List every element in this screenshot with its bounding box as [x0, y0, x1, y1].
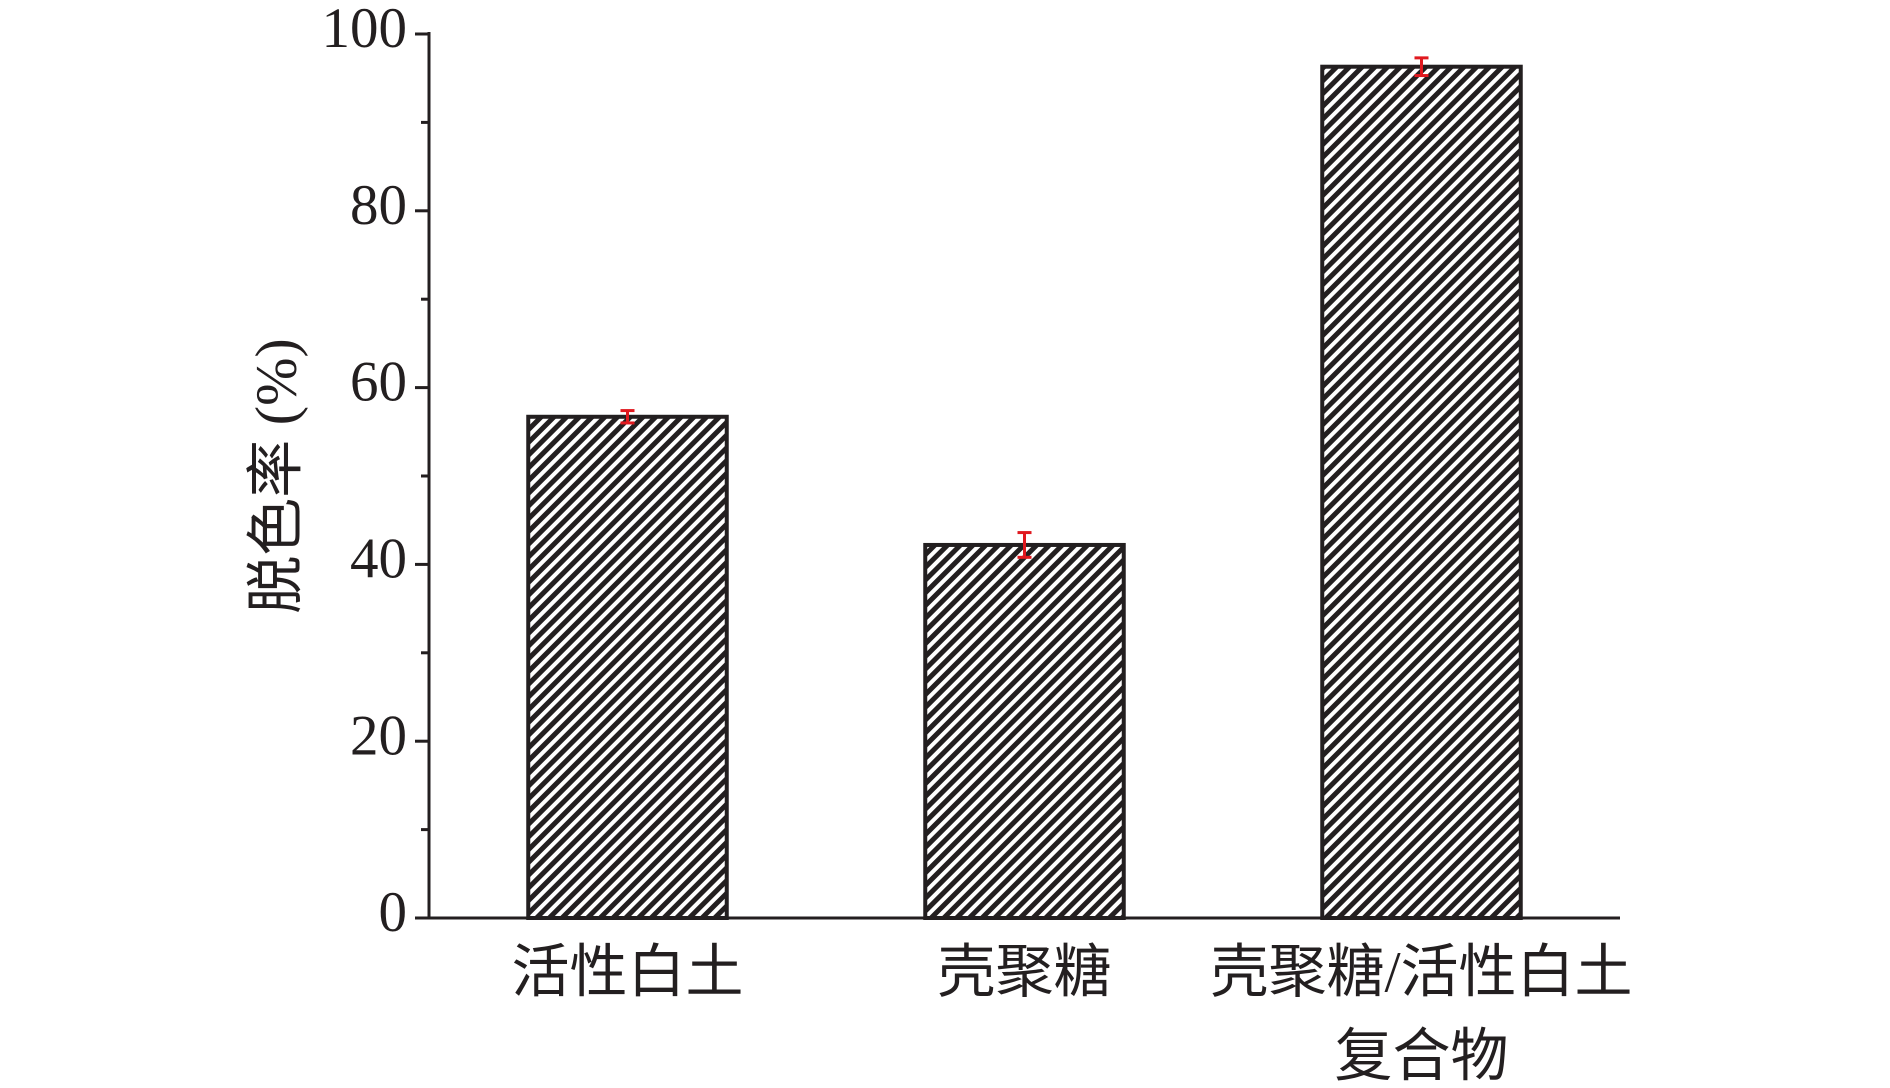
bar	[526, 414, 729, 920]
x-tick-label: 活性白土	[511, 939, 743, 1004]
bar	[923, 542, 1126, 921]
error-bar	[620, 409, 635, 425]
y-tick-label: 80	[350, 174, 407, 237]
error-bar	[1017, 531, 1032, 559]
x-tick-label: 壳聚糖/活性白土	[1210, 939, 1632, 1004]
y-tick-label: 40	[350, 527, 407, 590]
bar	[1320, 64, 1523, 920]
y-axis-label: 脱色率 (%)	[243, 338, 308, 613]
x-tick-label: 复合物	[1334, 1023, 1508, 1088]
y-tick-label: 0	[379, 881, 408, 944]
y-tick-label: 100	[322, 0, 408, 60]
y-tick-label: 60	[350, 351, 407, 414]
y-tick-label: 20	[350, 704, 407, 767]
x-tick-label: 壳聚糖	[937, 939, 1111, 1004]
error-bar	[1414, 56, 1429, 78]
